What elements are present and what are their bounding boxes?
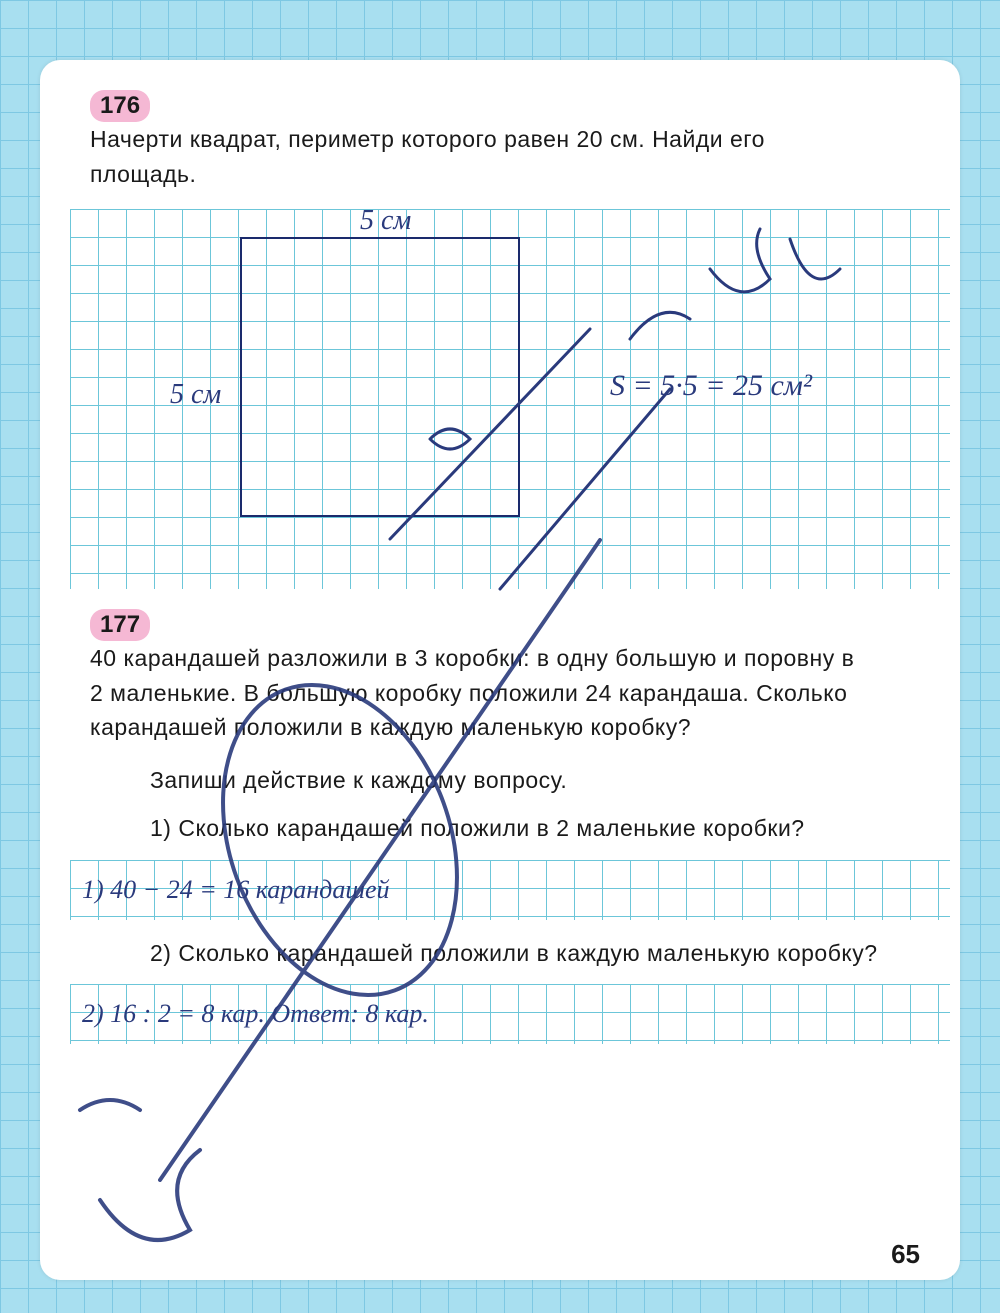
question-2: 2) Сколько карандашей положили в каждую … (150, 936, 920, 971)
drawn-square (240, 237, 520, 517)
problem-text: Начерти квадрат, периметр которого равен… (90, 122, 870, 191)
answer-strip-1: 1) 40 − 24 = 16 карандашей (70, 860, 950, 920)
problem-instruction: Запиши действие к каждому вопросу. (150, 763, 920, 798)
problem-number-badge: 176 (90, 90, 150, 122)
answer-2: 2) 16 : 2 = 8 кар. Ответ: 8 кар. (70, 991, 441, 1037)
problem-176: 176 Начерти квадрат, периметр которого р… (90, 90, 920, 191)
problem-text: 40 карандашей разложили в 3 коробки: в о… (90, 641, 870, 745)
workbook-page: 176 Начерти квадрат, периметр которого р… (40, 60, 960, 1280)
page-number: 65 (891, 1239, 920, 1270)
answer-1: 1) 40 − 24 = 16 карандашей (70, 867, 401, 913)
problem-number-badge: 177 (90, 609, 150, 641)
drawing-grid-area: 5 см 5 см S = 5·5 = 25 см² (70, 209, 950, 589)
question-1: 1) Сколько карандашей положили в 2 мален… (150, 811, 920, 846)
square-label-left: 5 см (170, 379, 221, 411)
area-formula: S = 5·5 = 25 см² (610, 369, 950, 403)
answer-strip-2: 2) 16 : 2 = 8 кар. Ответ: 8 кар. (70, 984, 950, 1044)
square-label-top: 5 см (360, 205, 411, 237)
problem-177: 177 40 карандашей разложили в 3 коробки:… (90, 609, 920, 745)
